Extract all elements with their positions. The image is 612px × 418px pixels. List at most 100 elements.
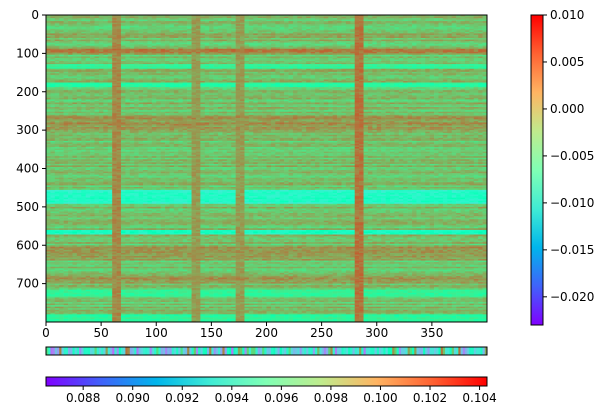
- heatmap-cell: [319, 54, 325, 57]
- heatmap-cell: [76, 79, 82, 82]
- heatmap-cell: [354, 24, 360, 27]
- heatmap-cell: [143, 73, 148, 76]
- heatmap-cell: [425, 90, 430, 93]
- heatmap-cell: [72, 53, 78, 56]
- heatmap-cell: [107, 61, 113, 63]
- heatmap-cell: [173, 70, 179, 73]
- heatmap-cell: [248, 68, 254, 71]
- heatmap-cell: [407, 45, 413, 48]
- heatmap-cell: [147, 56, 153, 59]
- heatmap-cell: [204, 65, 210, 68]
- heatmap-cell: [438, 51, 444, 54]
- heatmap-cell: [191, 84, 197, 86]
- heatmap-cell: [54, 70, 60, 73]
- heatmap-cell: [310, 85, 316, 88]
- heatmap-cell: [464, 48, 470, 51]
- heatmap-cell: [464, 53, 470, 56]
- heatmap-cell: [81, 39, 86, 42]
- heatmap-cell: [116, 51, 122, 54]
- heatmap-cell: [200, 68, 206, 71]
- heatmap-cell: [235, 33, 241, 36]
- heatmap-cell: [204, 82, 210, 85]
- heatmap-cell: [389, 41, 395, 43]
- heatmap-cell: [217, 16, 223, 19]
- heatmap-cell: [460, 82, 466, 85]
- heatmap-cell: [381, 74, 386, 77]
- heatmap-cell: [275, 76, 281, 79]
- heatmap-cell: [323, 33, 329, 36]
- heatmap-cell: [398, 85, 404, 88]
- heatmap-cell: [416, 74, 422, 77]
- heatmap-cell: [482, 76, 488, 79]
- heatmap-cell: [359, 30, 364, 33]
- heatmap-cell: [204, 56, 210, 59]
- heatmap-cell: [385, 88, 391, 91]
- heatmap-cell: [469, 38, 475, 40]
- heatmap-cell: [226, 57, 232, 60]
- heatmap-cell: [372, 47, 378, 50]
- heatmap-cell: [284, 42, 289, 45]
- heatmap-cell: [350, 39, 355, 42]
- heatmap-cell: [147, 61, 153, 63]
- heatmap-cell: [76, 51, 82, 54]
- heatmap-cell: [315, 45, 320, 48]
- heatmap-cell: [363, 54, 369, 57]
- heatmap-cell: [107, 50, 113, 53]
- heatmap-cell: [81, 84, 86, 86]
- heatmap-cell: [248, 25, 254, 28]
- heatmap-cell: [222, 65, 228, 68]
- heatmap-cell: [147, 48, 153, 51]
- heatmap-cell: [240, 61, 245, 63]
- heatmap-cell: [63, 44, 69, 46]
- heatmap-cell: [350, 15, 355, 17]
- heatmap-cell: [372, 34, 378, 37]
- heatmap-cell: [231, 61, 236, 63]
- heatmap-cell: [328, 16, 333, 19]
- heatmap-cell: [138, 22, 144, 25]
- heatmap-cell: [257, 77, 263, 80]
- heatmap-cell: [363, 25, 369, 28]
- heatmap-cell: [354, 67, 360, 70]
- heatmap-cell: [416, 64, 422, 66]
- heatmap-cell: [284, 73, 289, 76]
- heatmap-cell: [262, 62, 267, 65]
- heatmap-cell: [284, 70, 289, 73]
- heatmap-cell: [125, 81, 131, 83]
- heatmap-cell: [420, 41, 426, 43]
- heatmap-cell: [226, 39, 232, 42]
- heatmap-cell: [354, 70, 360, 73]
- heatmap-cell: [235, 85, 241, 88]
- heatmap-cell: [438, 47, 444, 50]
- heatmap-cell: [429, 27, 435, 30]
- heatmap-cell: [209, 56, 214, 59]
- heatmap-cell: [200, 39, 206, 42]
- heatmap-cell: [46, 68, 51, 71]
- heatmap-cell: [464, 76, 470, 79]
- heatmap-cell: [81, 38, 86, 40]
- heatmap-cell: [328, 62, 333, 65]
- heatmap-cell: [143, 34, 148, 37]
- heatmap-cell: [46, 77, 51, 80]
- heatmap-cell: [209, 61, 214, 63]
- heatmap-cell: [306, 88, 311, 91]
- heatmap-cell: [381, 33, 386, 36]
- heatmap-cell: [363, 16, 369, 19]
- heatmap-cell: [434, 71, 439, 74]
- heatmap-cell: [182, 84, 188, 86]
- heatmap-cell: [367, 24, 373, 27]
- heatmap-cell: [116, 88, 122, 91]
- heatmap-cell: [376, 18, 382, 20]
- heatmap-cell: [248, 77, 254, 80]
- heatmap-cell: [323, 30, 329, 33]
- heatmap-cell: [359, 88, 364, 91]
- heatmap-cell: [469, 22, 475, 25]
- heatmap-cell: [112, 57, 117, 60]
- heatmap-cell: [85, 81, 91, 83]
- heatmap-cell: [394, 71, 400, 74]
- heatmap-cell: [147, 36, 153, 39]
- heatmap-cell: [425, 34, 430, 37]
- heatmap-cell: [160, 25, 166, 28]
- heatmap-cell: [98, 77, 104, 80]
- heatmap-cell: [482, 36, 488, 39]
- heatmap-cell: [112, 28, 117, 31]
